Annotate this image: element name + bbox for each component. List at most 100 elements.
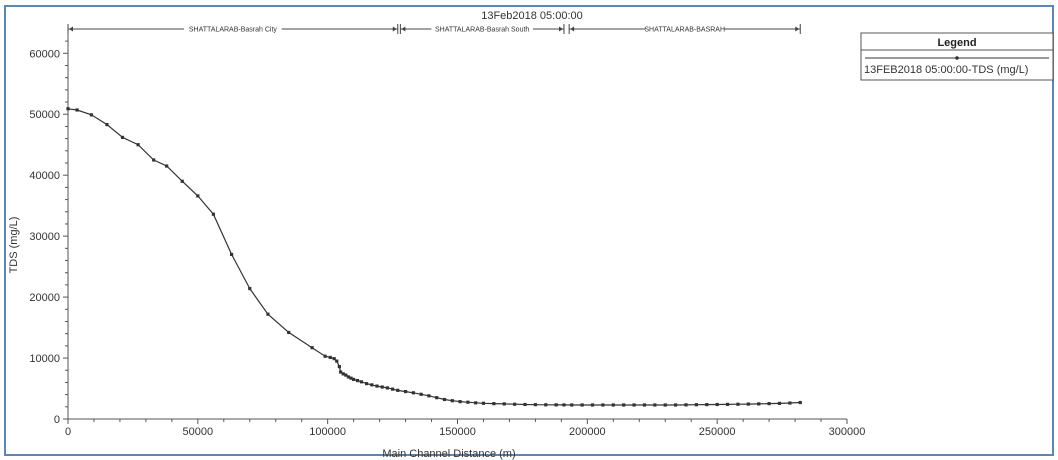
data-point	[458, 400, 462, 404]
y-axis-label: TDS (mg/L)	[8, 217, 20, 274]
reach-label-bg	[645, 24, 724, 34]
data-point	[492, 402, 496, 406]
data-point	[466, 400, 470, 404]
data-point	[684, 403, 688, 407]
data-point	[152, 158, 156, 162]
data-point	[390, 387, 395, 391]
data-point	[481, 401, 486, 405]
data-point	[513, 402, 517, 406]
reach-label-bg	[431, 24, 533, 34]
data-point	[248, 286, 252, 291]
data-point	[502, 402, 506, 406]
plot-area: 0 50000 100000 150000 200000 250000 300000 0 100…	[29, 24, 865, 438]
data-point	[757, 402, 761, 406]
legend: Legend 13FEB2018 05:00:00-TDS (mg/L)	[860, 32, 1054, 81]
legend-entry: 13FEB2018 05:00:00-TDS (mg/L)	[864, 64, 1028, 76]
data-point	[544, 403, 548, 407]
x-tick-label: 250000	[699, 426, 736, 438]
data-point	[266, 312, 270, 316]
data-point	[533, 403, 537, 407]
data-point	[570, 403, 574, 407]
data-point	[349, 376, 353, 380]
data-point	[554, 403, 558, 407]
reach-label: SHATTALARAB-BASRAH	[644, 27, 725, 34]
data-point	[705, 403, 709, 407]
data-point	[66, 107, 70, 111]
data-point	[694, 403, 698, 407]
data-point	[450, 399, 454, 403]
y-tick-label: 30000	[29, 231, 60, 243]
data-point	[746, 402, 750, 406]
data-point	[523, 402, 527, 407]
data-point	[328, 355, 332, 360]
data-point	[310, 346, 314, 350]
data-point	[375, 384, 379, 388]
x-tick-label: 150000	[439, 426, 476, 438]
data-point	[396, 388, 400, 392]
data-point	[229, 252, 234, 257]
x-tick-label: 200000	[569, 426, 606, 438]
data-point	[632, 403, 636, 407]
data-point	[359, 380, 364, 384]
data-point	[580, 403, 584, 407]
data-point	[474, 401, 478, 405]
data-point	[337, 364, 341, 369]
data-point	[105, 123, 109, 127]
y-tick-label: 20000	[29, 292, 60, 304]
data-point	[75, 108, 79, 112]
data-point	[611, 403, 615, 407]
data-point	[136, 143, 140, 147]
data-point	[165, 164, 169, 168]
data-point	[89, 113, 93, 117]
y-tick-label: 0	[54, 414, 60, 426]
data-point	[653, 403, 657, 407]
reach-arrow-right	[558, 26, 563, 32]
data-point	[435, 396, 439, 400]
chart-title: 13Feb2018 05:00:00	[481, 10, 583, 22]
data-point	[346, 375, 351, 379]
y-tick-label: 40000	[29, 170, 60, 182]
data-point	[380, 385, 384, 389]
data-point	[355, 379, 360, 383]
data-point	[323, 354, 327, 358]
data-point	[562, 403, 566, 407]
data-point	[211, 212, 216, 216]
data-point	[341, 372, 345, 376]
data-point	[642, 403, 647, 407]
data-point	[663, 403, 667, 407]
reach-arrow-left	[69, 26, 73, 32]
reach-label: SHATTALARAB-Basrah City	[189, 27, 278, 34]
x-tick-label: 300000	[829, 426, 866, 438]
data-point	[674, 403, 678, 407]
reach-arrow-left	[570, 26, 575, 32]
x-tick-label: 50000	[183, 426, 214, 438]
reach-arrow-right	[392, 26, 397, 32]
data-point	[788, 401, 792, 405]
data-point	[442, 397, 447, 402]
reach-label: SHATTALARAB-Basrah South	[435, 27, 529, 34]
data-point	[352, 377, 356, 381]
data-point	[715, 402, 719, 407]
data-point	[287, 330, 291, 335]
data-point	[427, 394, 431, 398]
y-tick-label: 60000	[29, 48, 60, 60]
series-line	[67, 108, 801, 406]
x-axis-label: Main Channel Distance (m)	[382, 448, 515, 460]
data-point	[736, 402, 740, 406]
data-point	[180, 179, 184, 183]
data-point	[777, 401, 782, 405]
data-point	[335, 359, 339, 363]
data-point	[344, 373, 348, 377]
data-point	[798, 400, 802, 405]
reach-arrow-left	[401, 26, 406, 32]
legend-title: Legend	[937, 37, 976, 49]
legend-marker-sample	[955, 56, 959, 60]
data-point	[339, 370, 343, 374]
y-tick-label: 50000	[29, 109, 60, 121]
data-point	[403, 389, 408, 394]
data-point	[120, 135, 125, 139]
data-point	[365, 382, 369, 386]
reach-arrow-right	[795, 26, 800, 32]
data-point	[767, 402, 771, 406]
